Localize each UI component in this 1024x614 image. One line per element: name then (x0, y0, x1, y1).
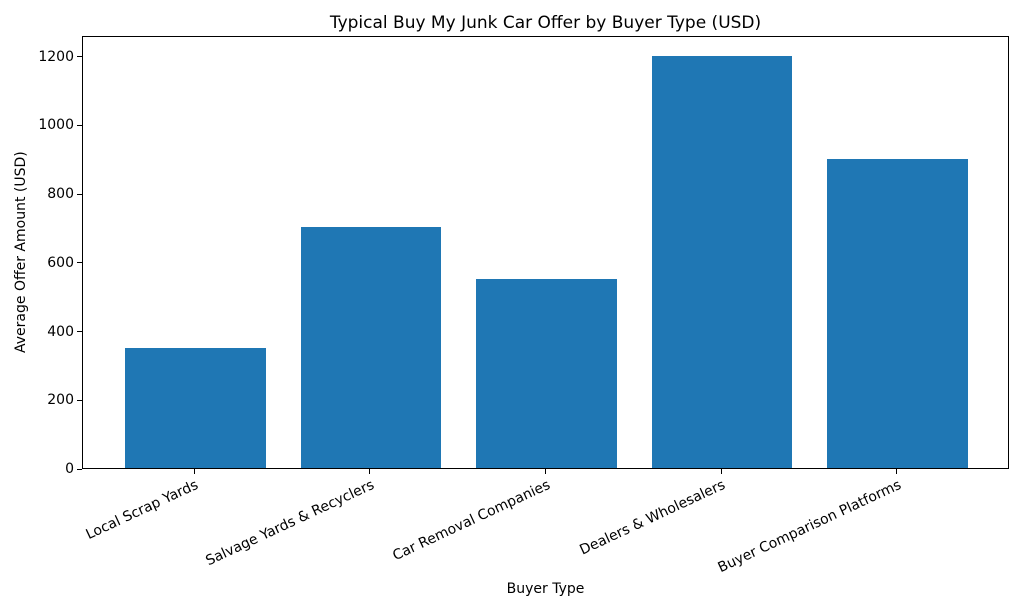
y-tick-mark (77, 262, 82, 264)
y-tick-label: 1200 (38, 48, 74, 65)
bar-buyer-comparison-platforms (827, 158, 968, 468)
y-tick-mark (77, 193, 82, 195)
y-tick-label: 0 (65, 461, 74, 477)
x-axis-label: Buyer Type (506, 581, 585, 597)
y-tick-mark (77, 56, 82, 58)
y-tick-mark (77, 399, 82, 401)
x-tick-mark (369, 469, 371, 474)
x-tick-mark (896, 469, 898, 474)
bar-salvage-yards-recyclers (300, 227, 442, 468)
bar-car-removal-companies (476, 279, 617, 468)
chart-title: Typical Buy My Junk Car Offer by Buyer T… (329, 13, 762, 33)
y-tick-mark (77, 124, 82, 126)
x-tick-mark (720, 469, 722, 474)
y-tick-mark (77, 331, 82, 333)
bar-local-scrap-yards (125, 347, 266, 468)
y-tick-label: 1000 (38, 117, 74, 134)
plot-area (82, 36, 1009, 469)
y-tick-label: 400 (47, 323, 74, 340)
y-tick-label: 800 (47, 186, 74, 203)
y-tick-mark (77, 468, 82, 470)
y-tick-label: 200 (47, 392, 74, 409)
y-tick-label: 600 (47, 254, 74, 271)
x-tick-mark (193, 469, 195, 474)
x-tick-mark (545, 469, 546, 474)
bar-dealers-wholesalers (651, 55, 793, 468)
